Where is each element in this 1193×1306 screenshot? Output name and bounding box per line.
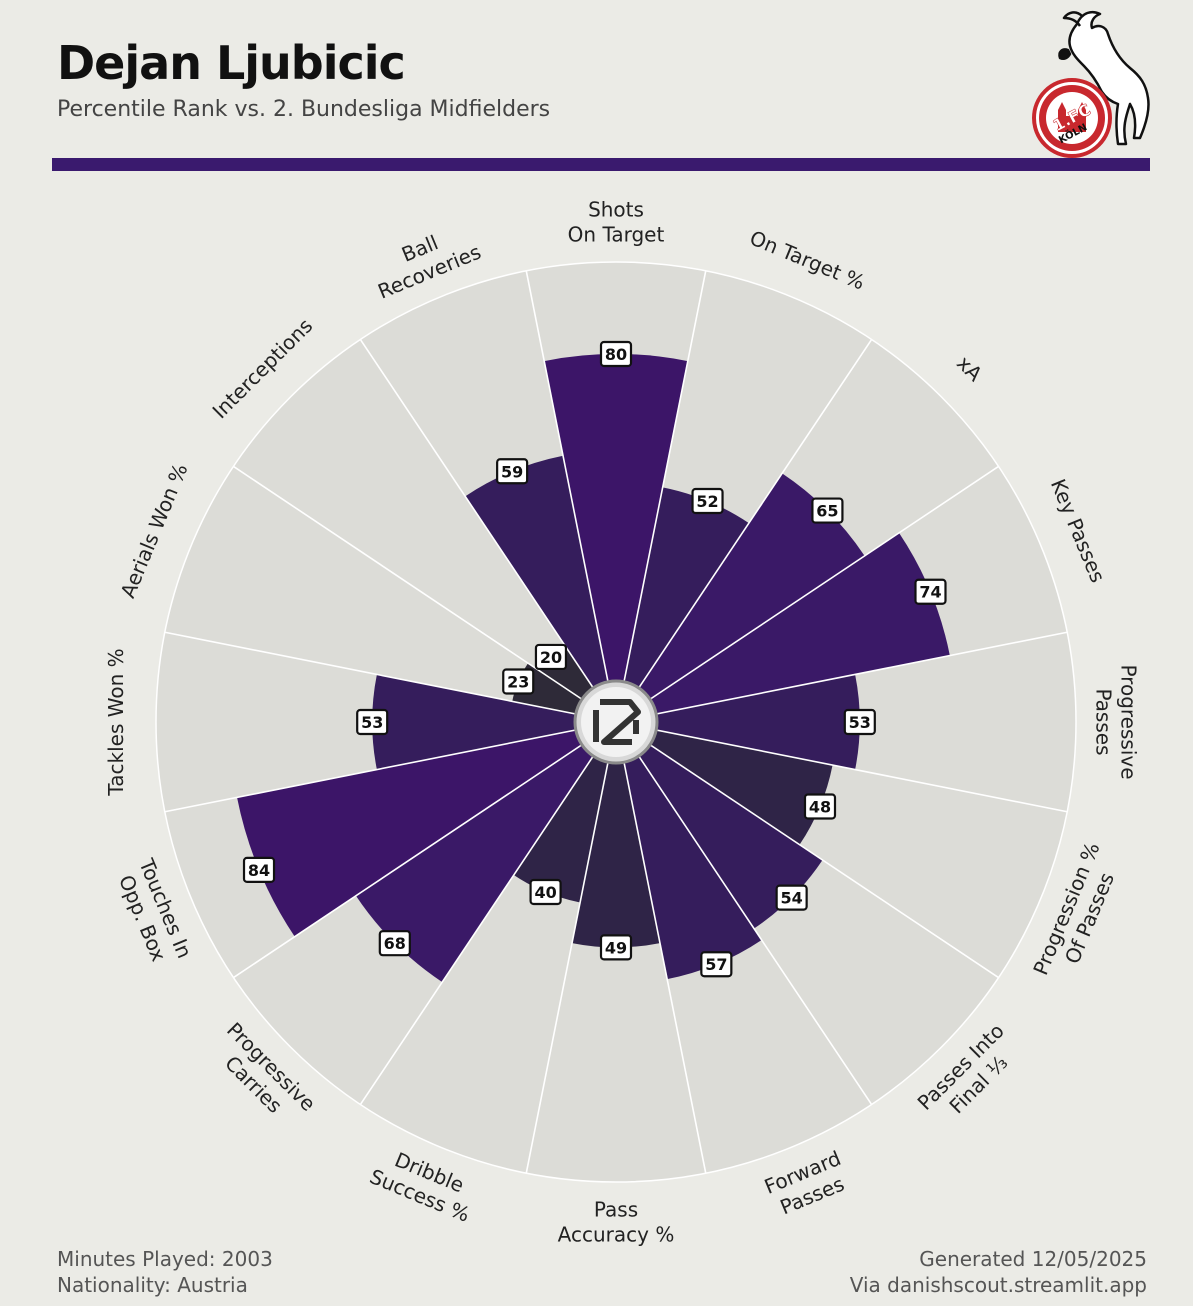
comparison-subtitle: Percentile Rank vs. 2. Bundesliga Midfie…: [57, 97, 551, 122]
source-link[interactable]: Via danishscout.streamlit.app: [849, 1273, 1147, 1297]
separator-line: [615, 270, 707, 723]
value-bar: [355, 722, 616, 983]
svg-text:54: 54: [781, 889, 803, 908]
nationality: Nationality: Austria: [57, 1273, 248, 1297]
separator-line: [164, 721, 617, 813]
footer-source-info: Generated 12/05/2025 Via danishscout.str…: [850, 1246, 1147, 1298]
value-bar: [465, 455, 616, 722]
separator-line: [233, 721, 617, 979]
category-label: Key Passes: [1046, 475, 1110, 585]
value-bar: [616, 487, 749, 722]
svg-text:53: 53: [361, 713, 383, 732]
value-label: 53: [356, 708, 389, 736]
value-bar: [544, 353, 688, 722]
chart-separator-lines: [155, 261, 1077, 1183]
separator-line: [525, 721, 617, 1174]
value-bar: [372, 674, 616, 770]
svg-text:49: 49: [605, 938, 627, 957]
svg-text:80: 80: [605, 345, 627, 364]
svg-text:84: 84: [248, 861, 270, 880]
value-label: 59: [496, 458, 529, 485]
separator-line: [615, 631, 1068, 723]
separator-line: [525, 270, 617, 723]
minutes-played: Minutes Played: 2003: [57, 1247, 273, 1271]
separator-line: [359, 339, 617, 723]
value-label: 23: [502, 668, 535, 695]
svg-text:20: 20: [540, 648, 562, 667]
svg-text:48: 48: [809, 797, 831, 816]
value-bar: [616, 722, 762, 980]
separator-line: [615, 721, 873, 1105]
chart-value-labels: 80 52 65 74 53 48 54 57 49 40 68 84 53 23 20 59: [242, 340, 947, 978]
value-bar: [237, 722, 616, 937]
svg-text:57: 57: [705, 955, 727, 974]
value-label: 68: [378, 930, 411, 957]
header-divider: [52, 158, 1150, 171]
outer-ring: [155, 261, 1077, 1183]
value-label: 65: [811, 497, 844, 524]
separator-line: [233, 465, 617, 723]
separator-line: [359, 721, 617, 1105]
svg-text:68: 68: [384, 934, 406, 953]
svg-text:65: 65: [816, 502, 838, 521]
category-label: ProgressivePasses: [1092, 664, 1141, 779]
separator-line: [615, 465, 999, 723]
value-label: 53: [843, 708, 876, 736]
value-label: 84: [242, 856, 276, 883]
svg-text:53: 53: [849, 713, 871, 732]
separator-line: [615, 721, 999, 979]
category-label: Pass Accuracy %: [558, 1198, 675, 1247]
value-label: 54: [775, 884, 808, 911]
footer-player-info: Minutes Played: 2003 Nationality: Austri…: [57, 1246, 273, 1298]
svg-text:23: 23: [507, 673, 529, 692]
value-label: 49: [599, 934, 633, 961]
club-logo: 1.FC KÖLN: [1032, 10, 1150, 158]
category-label: ForwardPasses: [761, 1146, 854, 1222]
svg-text:59: 59: [501, 462, 523, 481]
separator-line: [615, 721, 1068, 813]
value-label: 74: [914, 578, 947, 605]
category-label: On Target %: [746, 226, 868, 295]
separator-line: [615, 339, 873, 723]
background-wedge: [233, 339, 616, 722]
separator-line: [164, 631, 617, 723]
value-label: 57: [700, 951, 733, 978]
category-label: xA: [952, 351, 987, 386]
value-bar: [616, 722, 823, 929]
generated-date: Generated 12/05/2025: [919, 1247, 1147, 1271]
value-bar: [513, 722, 616, 903]
category-label: Tackles Won %: [104, 648, 128, 796]
value-bar: [572, 722, 660, 948]
chart-value-bars: [237, 353, 950, 983]
background-wedge: [164, 466, 616, 722]
value-label: 48: [803, 793, 837, 820]
value-bar: [616, 674, 860, 770]
value-label: 52: [691, 487, 724, 515]
value-label: 80: [599, 340, 633, 368]
value-bar: [616, 722, 833, 845]
brand-mark-icon: [593, 699, 641, 745]
goat-icon: [1058, 10, 1150, 146]
category-label: Shots On Target: [568, 198, 665, 247]
svg-text:52: 52: [696, 492, 718, 511]
value-label: 20: [534, 643, 568, 671]
value-bar: [616, 532, 950, 722]
separator-line: [615, 721, 707, 1174]
club-badge: 1.FC KÖLN: [1032, 78, 1112, 158]
svg-text:74: 74: [919, 583, 941, 602]
player-name-title: Dejan Ljubicic: [57, 36, 406, 90]
chart-center-logo: [573, 679, 659, 765]
value-bar: [616, 473, 865, 722]
value-label: 40: [529, 878, 562, 906]
svg-text:40: 40: [534, 883, 556, 902]
